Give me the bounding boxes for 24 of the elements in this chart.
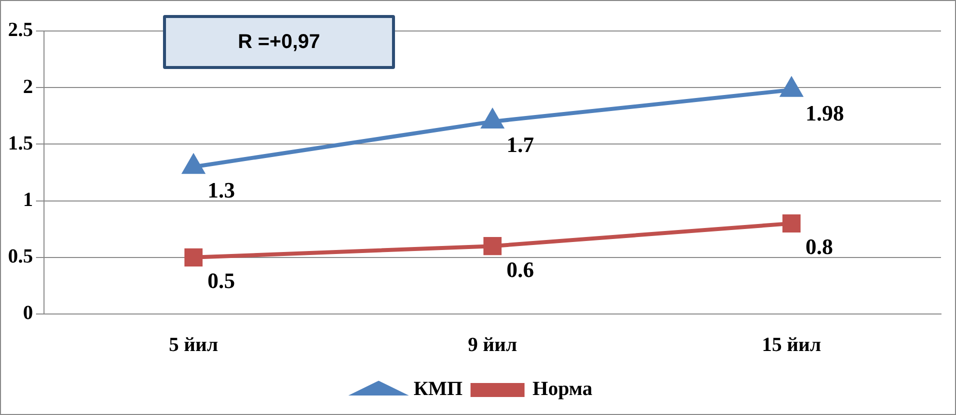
y-tick-label: 0 [23,302,33,324]
data-label: 1.7 [506,132,534,158]
x-tick-label: 9 йил [468,334,518,356]
y-tick-label: 0.5 [8,246,33,268]
y-tick-label: 2 [23,76,33,98]
y-tick-label: 1 [23,188,33,211]
x-tick-label: 15 йил [762,334,822,356]
point [482,110,504,129]
legend-label: КМП [414,378,463,400]
y-tick-label: 1.5 [8,132,33,154]
point [184,248,203,266]
data-label: 0.8 [806,234,833,260]
text-box: R =+0,97 [163,15,395,69]
data-label: 0.5 [208,268,235,294]
y-tick-label: 2.5 [8,19,33,42]
legend-label: Норма [532,378,592,400]
point [782,214,801,233]
data-label: 1.98 [806,100,844,126]
point [182,154,204,174]
point [780,78,802,97]
data-label: 1.3 [208,178,235,203]
data-label: 0.6 [506,256,534,282]
point [483,237,502,256]
x-tick-label: 5 йил [168,334,218,356]
